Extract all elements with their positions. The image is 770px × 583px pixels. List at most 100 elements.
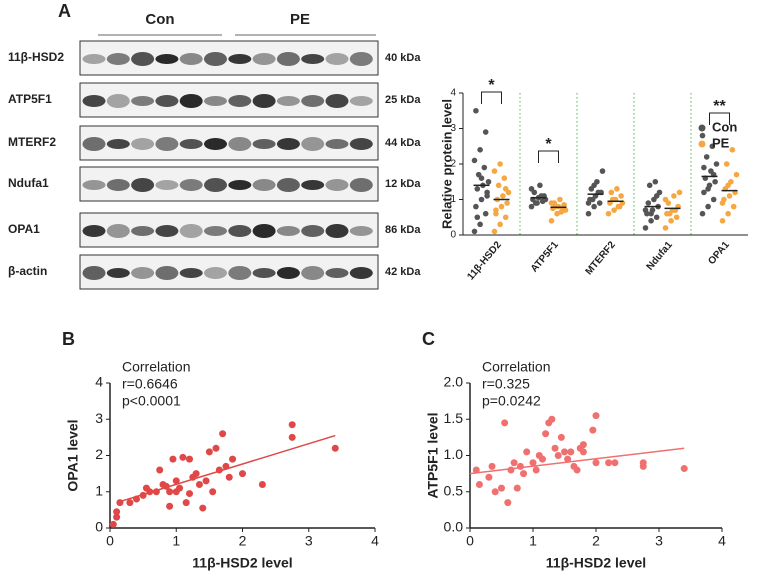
data-point <box>548 218 555 224</box>
data-point <box>668 218 674 224</box>
data-point <box>485 473 493 481</box>
legend-marker <box>698 124 706 132</box>
y-tick-label: 0 <box>95 519 103 535</box>
data-point <box>589 426 597 434</box>
blot-band <box>349 178 373 192</box>
data-point <box>676 189 683 196</box>
data-point <box>516 462 524 470</box>
data-point <box>703 154 710 160</box>
x-tick-label: OPA1 <box>706 239 732 267</box>
data-point <box>528 186 535 192</box>
blot-band <box>301 54 325 64</box>
size-label: 12 kDa <box>385 178 421 190</box>
blot-band <box>276 178 300 192</box>
data-point <box>592 459 600 467</box>
data-point <box>653 193 660 199</box>
blot-band <box>276 226 300 236</box>
blot-band <box>252 179 276 191</box>
blot-band <box>106 139 130 149</box>
blot-band <box>276 52 300 66</box>
group-label: PE <box>290 11 310 28</box>
data-point <box>642 207 649 213</box>
data-point <box>162 482 170 490</box>
stat-label: p<0.0001 <box>122 393 181 409</box>
size-label: 25 kDa <box>385 94 421 106</box>
blot-band <box>252 268 276 278</box>
data-point <box>528 203 535 210</box>
data-point <box>205 448 213 456</box>
data-point <box>646 182 653 189</box>
data-point <box>222 462 230 470</box>
data-point <box>179 453 187 461</box>
data-point <box>484 193 490 199</box>
data-point <box>579 441 587 449</box>
data-point <box>699 210 706 217</box>
data-point <box>166 488 174 496</box>
data-point <box>537 182 543 189</box>
data-point <box>542 430 550 438</box>
data-point <box>645 200 652 206</box>
x-tick-label: 3 <box>655 533 663 549</box>
size-label: 40 kDa <box>385 52 421 64</box>
data-point <box>498 484 505 492</box>
data-point <box>599 168 606 174</box>
data-point <box>288 421 296 429</box>
protein-label: OPA1 <box>8 222 40 236</box>
data-point <box>653 214 660 221</box>
data-point <box>219 430 227 438</box>
blot-band <box>349 96 373 106</box>
y-tick-label: 0.0 <box>444 519 464 535</box>
trend-line <box>469 447 685 475</box>
blot-band <box>276 96 300 106</box>
data-point <box>195 481 203 488</box>
data-point <box>705 203 711 210</box>
data-point <box>532 466 540 474</box>
data-point <box>730 203 737 210</box>
data-point <box>713 161 720 167</box>
protein-label: Ndufa1 <box>8 176 49 190</box>
blot-band <box>131 52 155 66</box>
blot-band <box>155 266 179 280</box>
blot-band <box>204 52 227 66</box>
data-point <box>477 147 483 153</box>
data-point <box>133 495 140 503</box>
data-point <box>726 193 733 199</box>
protein-label: ATP5F1 <box>8 92 52 106</box>
blot-band <box>228 180 252 190</box>
data-point <box>733 171 740 178</box>
data-point <box>166 502 174 510</box>
data-point <box>520 470 528 478</box>
data-point <box>202 477 210 485</box>
blot-band <box>349 226 373 236</box>
data-point <box>561 448 568 456</box>
data-point <box>701 189 707 196</box>
blot-band <box>228 225 252 237</box>
blot-band <box>155 137 179 151</box>
stat-label: Correlation <box>482 359 550 375</box>
data-point <box>472 466 480 474</box>
blot-band <box>301 266 325 280</box>
data-point <box>585 200 592 206</box>
y-tick-label: 2 <box>450 159 456 170</box>
blot-band <box>325 268 349 278</box>
data-point <box>608 189 615 196</box>
data-point <box>474 186 481 192</box>
size-label: 86 kDa <box>385 224 421 236</box>
data-point <box>172 488 180 496</box>
data-point <box>288 433 296 441</box>
data-point <box>482 129 489 135</box>
sig-bracket <box>481 91 502 104</box>
data-point <box>239 470 246 478</box>
data-point <box>146 488 154 496</box>
y-tick-label: 1.0 <box>444 446 464 462</box>
data-point <box>662 196 669 203</box>
blot-band <box>179 224 203 238</box>
legend-label: PE <box>712 135 730 150</box>
blot-band <box>131 138 155 150</box>
data-point <box>113 508 121 516</box>
blot-band <box>228 266 252 280</box>
blot-band <box>325 53 349 65</box>
data-point <box>482 210 489 217</box>
blot-band <box>325 179 349 191</box>
